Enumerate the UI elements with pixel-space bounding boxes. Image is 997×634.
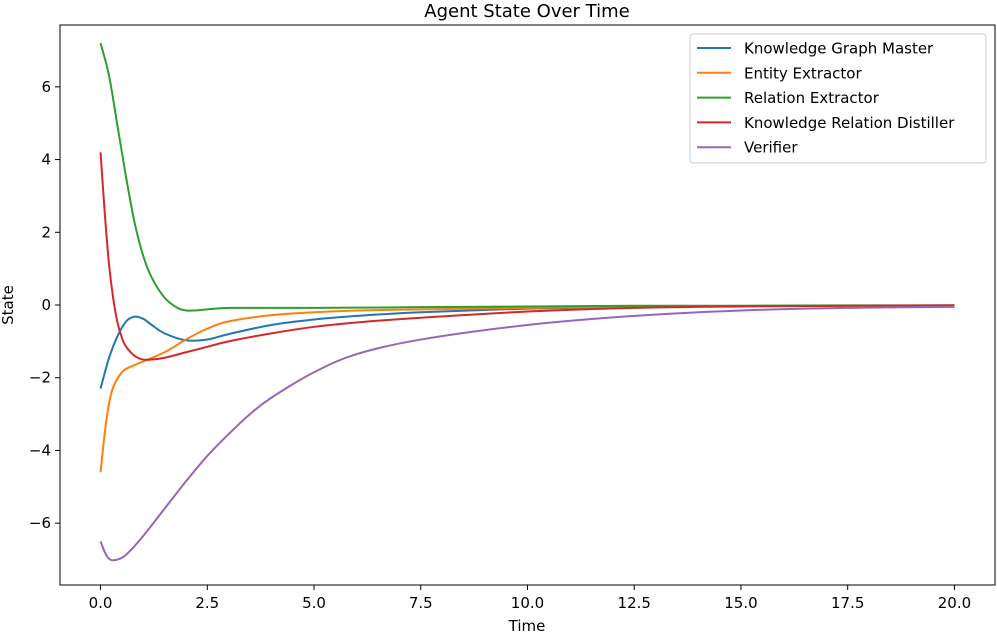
x-tick-label: 12.5: [618, 594, 651, 612]
series-line-1: [99, 304, 955, 389]
legend-box: [689, 33, 987, 164]
x-tick-label: 17.5: [831, 594, 864, 612]
y-tick-label: 0: [41, 296, 51, 314]
legend-label-5: Verifier: [744, 139, 798, 157]
x-axis-label: Time: [508, 617, 546, 634]
y-tick-label: 2: [41, 223, 51, 241]
series-line-2: [99, 304, 955, 473]
legend-label-3: Relation Extractor: [744, 89, 880, 107]
series-line-4: [99, 152, 955, 361]
x-tick-label: 10.0: [511, 594, 544, 612]
x-tick-label: 5.0: [302, 594, 326, 612]
y-tick-label: −6: [29, 514, 51, 532]
x-tick-label: 20.0: [938, 594, 971, 612]
x-tick-label: 0.0: [89, 594, 113, 612]
legend: Knowledge Graph Master Entity Extractor Re…: [689, 33, 987, 164]
y-tick-label: −4: [29, 441, 51, 459]
legend-label-2: Entity Extractor: [744, 64, 862, 82]
y-tick-label: 4: [41, 151, 51, 169]
x-tick-label: 15.0: [724, 594, 757, 612]
x-tick-label: 2.5: [195, 594, 219, 612]
x-tick-label: 7.5: [409, 594, 433, 612]
y-tick-label: 6: [41, 78, 51, 96]
plot-lines: [99, 42, 955, 562]
series-line-3: [99, 42, 955, 312]
y-tick-label: −2: [29, 369, 51, 387]
legend-label-1: Knowledge Graph Master: [744, 40, 934, 58]
x-axis-ticks: 0.0 2.5 5.0 7.5 10.0 12.5 15.0 17.5 20.0: [89, 585, 971, 612]
y-axis-label: State: [0, 285, 17, 325]
y-axis-ticks: −6 −4 −2 0 2 4 6: [29, 78, 60, 532]
legend-label-4: Knowledge Relation Distiller: [744, 114, 955, 132]
series-line-5: [99, 305, 955, 562]
chart-title: Agent State Over Time: [424, 1, 629, 22]
